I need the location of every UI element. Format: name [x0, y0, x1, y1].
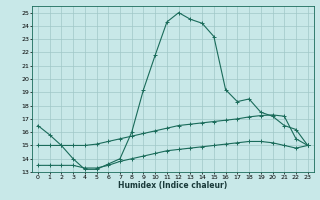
X-axis label: Humidex (Indice chaleur): Humidex (Indice chaleur) [118, 181, 228, 190]
